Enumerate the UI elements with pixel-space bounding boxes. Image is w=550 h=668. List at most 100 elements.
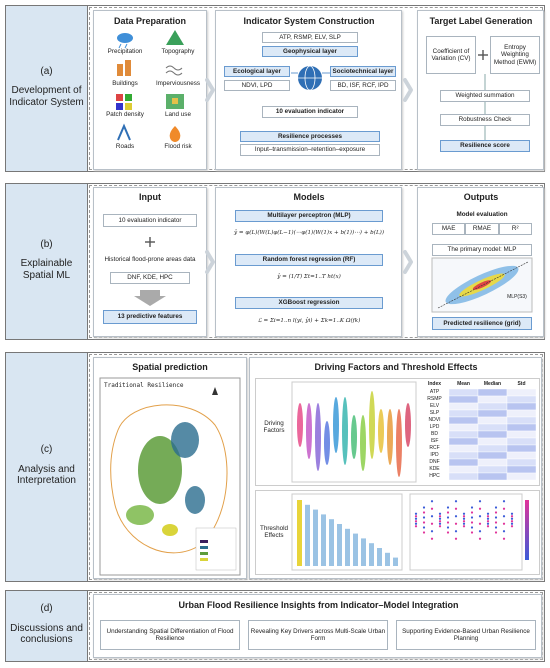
- text: Median: [483, 380, 502, 387]
- circle: [414, 517, 418, 520]
- text: Mean: [457, 380, 470, 387]
- text: Buildings: [112, 79, 138, 87]
- ellipse: [324, 421, 330, 465]
- circle: [502, 507, 506, 510]
- circle: [462, 512, 466, 515]
- text: Multilayer perceptron (MLP): [235, 210, 383, 222]
- ellipse: [369, 391, 375, 459]
- circle: [486, 522, 490, 525]
- rect: [297, 500, 302, 566]
- text: ATP: [429, 388, 440, 395]
- circle: [454, 530, 458, 533]
- circle: [438, 515, 442, 518]
- text: RCF: [429, 444, 440, 451]
- circle: [494, 506, 498, 509]
- rect: [448, 409, 479, 418]
- circle: [414, 512, 418, 515]
- circle: [486, 517, 490, 520]
- text: BD: [431, 430, 438, 437]
- ellipse: [351, 415, 357, 459]
- text: Input–transmission–retention–exposure: [240, 144, 380, 156]
- text: (d): [40, 603, 53, 615]
- map: [99, 377, 241, 576]
- text: NDVI, LPD: [224, 80, 290, 91]
- rect: [329, 519, 334, 566]
- rect: [506, 437, 537, 446]
- text: Coefficient of Variation (CV): [426, 36, 476, 74]
- chevrons: [205, 78, 413, 274]
- rect: [477, 388, 508, 397]
- text: Precipitation: [107, 48, 143, 56]
- text: MLP(S3): [507, 294, 527, 301]
- circle: [494, 526, 498, 529]
- text: IPD: [430, 451, 439, 458]
- rect: [477, 409, 508, 418]
- text: Resilience score: [440, 140, 530, 152]
- text: Imperviousness: [155, 79, 201, 87]
- rect: [345, 528, 350, 566]
- circle: [510, 522, 514, 525]
- text: Driving Factors and Threshold Effects: [314, 361, 478, 372]
- text: MAE: [432, 223, 466, 235]
- circle: [510, 520, 514, 523]
- circle: [454, 522, 458, 525]
- rect: [448, 458, 479, 467]
- sub-panel: [255, 490, 540, 575]
- rect: [477, 472, 508, 481]
- rect: [506, 458, 537, 467]
- circle: [446, 526, 450, 529]
- text: Outputs: [463, 191, 499, 202]
- circle: [478, 500, 482, 503]
- text: DNF, KDE, HPC: [110, 272, 190, 284]
- rect: [506, 472, 537, 481]
- circle: [454, 507, 458, 510]
- rect: [448, 416, 479, 425]
- rect: [506, 451, 537, 460]
- circle: [486, 525, 490, 528]
- text: NDVI: [428, 416, 441, 423]
- circle: [438, 517, 442, 520]
- violins: [297, 391, 411, 477]
- circle: [438, 522, 442, 525]
- circle: [446, 521, 450, 524]
- rect: [448, 451, 479, 460]
- circle: [414, 525, 418, 528]
- section-label-panel: [5, 590, 88, 662]
- text: Models: [293, 191, 325, 202]
- text: Urban Flood Resilience Insights from Ind…: [178, 599, 459, 610]
- circle: [422, 521, 426, 524]
- rect: [448, 430, 479, 439]
- threshold-charts: [291, 493, 529, 571]
- text: Spatial prediction: [132, 361, 208, 372]
- text: Explainable Spatial ML: [20, 258, 73, 281]
- text: KDE: [429, 465, 440, 472]
- rect: [506, 430, 537, 439]
- circle: [494, 511, 498, 514]
- ellipse: [396, 409, 402, 477]
- text: Historical flood-prone areas data: [104, 256, 196, 264]
- circle: [430, 507, 434, 510]
- text: Understanding Spatial Differentiation of…: [100, 620, 240, 650]
- text: ŷ = φ(L)(W(L)φ(L−1)(⋯φ(1)(W(1)x + b(1))⋯…: [233, 229, 385, 236]
- circle: [494, 531, 498, 534]
- rect: [377, 548, 382, 566]
- circle: [438, 520, 442, 523]
- ellipse: [387, 409, 393, 465]
- text: Input: [139, 191, 161, 202]
- circle: [422, 511, 426, 514]
- circle: [422, 526, 426, 529]
- text: Analysis and Interpretation: [17, 463, 76, 487]
- rect: [448, 465, 479, 474]
- rect: [506, 409, 537, 418]
- text: Flood risk: [164, 142, 192, 150]
- section-content: [89, 354, 543, 580]
- circle: [462, 525, 466, 528]
- text: BD, ISF, RCF, IPD: [330, 80, 396, 91]
- scatter-plot: [431, 257, 533, 313]
- circle: [462, 515, 466, 518]
- rect: [448, 472, 479, 481]
- circle: [438, 512, 442, 515]
- circle: [462, 522, 466, 525]
- text: RSMP: [427, 395, 442, 402]
